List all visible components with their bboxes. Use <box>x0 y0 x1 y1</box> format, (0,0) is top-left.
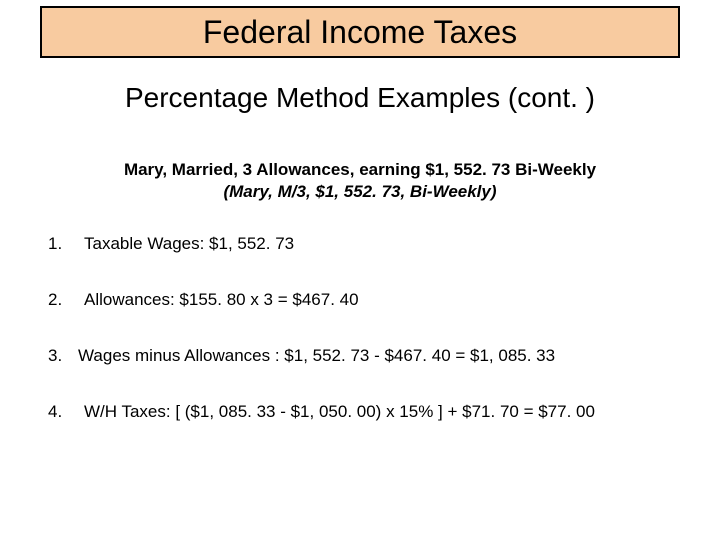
title-banner: Federal Income Taxes <box>40 6 680 58</box>
subtitle: Percentage Method Examples (cont. ) <box>0 82 720 114</box>
list-content: Wages minus Allowances : $1, 552. 73 - $… <box>78 346 678 366</box>
list-content: Allowances: $155. 80 x 3 = $467. 40 <box>84 290 678 310</box>
list-container: 1. Taxable Wages: $1, 552. 73 2. Allowan… <box>48 234 678 458</box>
list-item: 2. Allowances: $155. 80 x 3 = $467. 40 <box>48 290 678 310</box>
list-content: Taxable Wages: $1, 552. 73 <box>84 234 678 254</box>
list-number: 1. <box>48 234 84 254</box>
list-content: W/H Taxes: [ ($1, 085. 33 - $1, 050. 00)… <box>84 402 678 422</box>
list-item: 4. W/H Taxes: [ ($1, 085. 33 - $1, 050. … <box>48 402 678 422</box>
example-subheader: (Mary, M/3, $1, 552. 73, Bi-Weekly) <box>0 182 720 202</box>
list-item: 3. Wages minus Allowances : $1, 552. 73 … <box>48 346 678 366</box>
list-number: 4. <box>48 402 84 422</box>
list-item: 1. Taxable Wages: $1, 552. 73 <box>48 234 678 254</box>
list-number: 3. <box>48 346 78 366</box>
example-header: Mary, Married, 3 Allowances, earning $1,… <box>0 160 720 180</box>
title-text: Federal Income Taxes <box>203 14 517 51</box>
list-number: 2. <box>48 290 84 310</box>
